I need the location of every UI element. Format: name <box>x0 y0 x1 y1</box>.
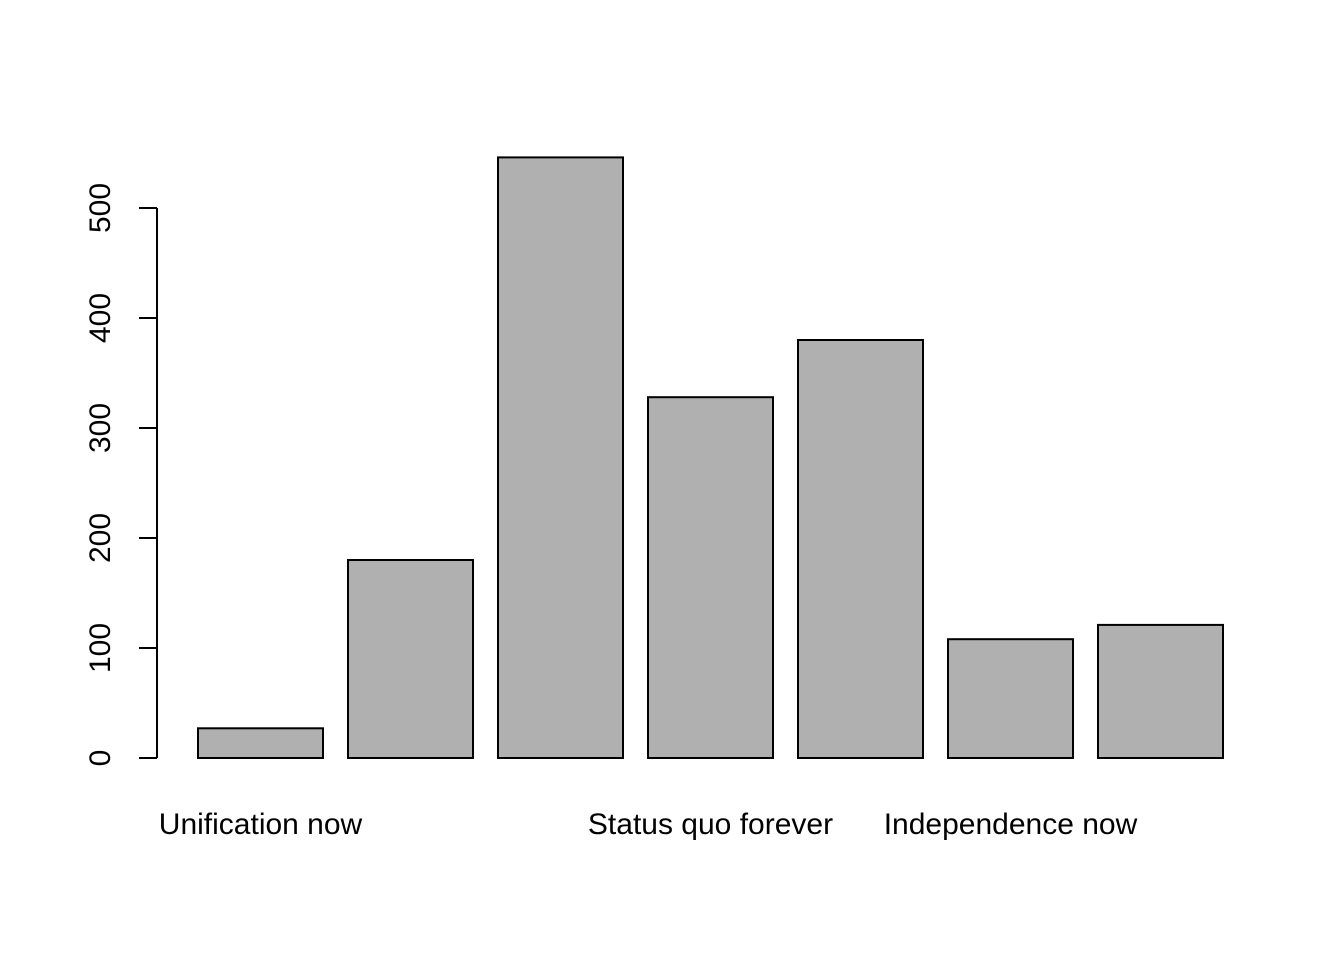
x-category-label: Status quo forever <box>588 808 833 841</box>
y-tick-label: 100 <box>84 623 117 673</box>
bar <box>347 559 474 759</box>
y-axis: 0 100 200 300 400 500 <box>84 183 158 767</box>
bar <box>647 396 774 759</box>
x-category-label: Unification now <box>159 808 363 841</box>
bar <box>1097 623 1224 760</box>
bar <box>197 727 324 759</box>
y-tick-label: 200 <box>84 513 117 563</box>
bar-series <box>197 156 1224 760</box>
y-tick-label: 400 <box>84 293 117 343</box>
y-tick-label: 0 <box>84 750 117 767</box>
y-tick-label: 500 <box>84 183 117 233</box>
bar <box>497 156 624 759</box>
x-axis-labels: Unification now Status quo forever Indepen… <box>159 808 1138 841</box>
bar <box>797 339 924 759</box>
y-tick-label: 300 <box>84 403 117 453</box>
bar <box>947 638 1074 760</box>
x-category-label: Independence now <box>884 808 1138 841</box>
